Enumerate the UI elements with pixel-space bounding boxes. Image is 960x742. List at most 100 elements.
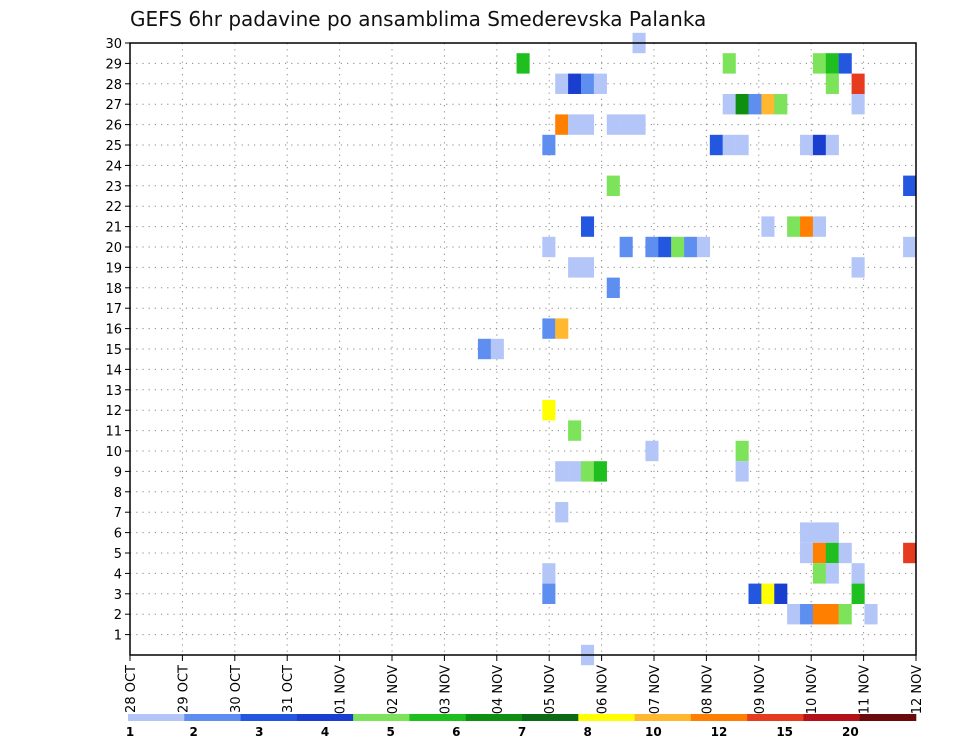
colorbar-swatch — [859, 714, 917, 721]
precip-cell — [812, 134, 827, 156]
y-tick-label: 25 — [105, 139, 122, 154]
x-tick-label: 30 OCT — [229, 665, 244, 713]
colorbar-swatch — [409, 714, 467, 721]
precip-cell — [645, 236, 659, 258]
y-tick-label: 18 — [105, 282, 122, 297]
precip-cell — [684, 236, 698, 258]
precip-cell — [838, 604, 852, 625]
y-tick-label: 14 — [105, 363, 122, 378]
precip-cell — [555, 318, 569, 339]
colorbar-swatch — [522, 714, 579, 721]
precip-cell — [542, 583, 556, 604]
x-tick-label: 03 NOV — [438, 665, 453, 714]
precip-cell — [696, 236, 711, 258]
precip-cell — [825, 542, 839, 564]
precip-cell — [555, 73, 569, 94]
colorbar-label: 8 — [583, 725, 591, 739]
y-tick-label: 8 — [114, 486, 122, 501]
x-axis: 28 OCT 29 OCT 30 OCT 31 OCT 01 NOV 02 NOV 03 N… — [124, 655, 925, 714]
precip-cell — [761, 216, 775, 237]
colorbar-label: 6 — [452, 725, 460, 739]
precip-cell — [851, 73, 865, 94]
precip-cell — [800, 216, 814, 237]
precip-cell — [800, 604, 814, 625]
precip-cell — [555, 502, 569, 523]
precip-cell — [812, 542, 827, 564]
precip-cell — [722, 53, 736, 74]
precip-cell — [812, 522, 827, 543]
precip-cell — [864, 604, 878, 625]
colorbar-label: 5 — [386, 725, 394, 739]
y-tick-label: 20 — [105, 241, 122, 256]
precip-cell — [735, 461, 749, 482]
precip-cell — [800, 522, 814, 543]
precip-cell — [568, 114, 582, 135]
y-tick-label: 28 — [105, 78, 122, 93]
colorbar-label: 7 — [518, 725, 526, 739]
precip-cell — [825, 53, 839, 74]
y-tick-label: 29 — [105, 57, 122, 72]
precip-cell — [568, 461, 582, 482]
precip-cell — [568, 257, 582, 278]
y-axis: 1234567891011121314151617181920212223242… — [105, 37, 130, 644]
y-tick-label: 5 — [114, 547, 122, 562]
precip-cell — [632, 114, 646, 135]
y-tick-label: 6 — [114, 527, 122, 542]
precip-cell — [516, 53, 530, 74]
colorbar-swatch — [578, 714, 635, 721]
precip-cell — [735, 440, 749, 462]
colorbar-label: 4 — [321, 725, 329, 739]
precip-cell — [825, 563, 839, 584]
precip-cell — [800, 134, 814, 156]
y-tick-label: 4 — [114, 567, 122, 582]
precip-cell — [709, 134, 723, 156]
precip-cell — [851, 563, 865, 584]
colorbar-label: 3 — [255, 725, 263, 739]
precip-cell — [838, 53, 852, 74]
x-tick-label: 05 NOV — [543, 665, 558, 714]
precip-cell — [812, 53, 827, 74]
precip-cell — [580, 114, 595, 135]
precip-cell — [477, 338, 491, 360]
precip-cell — [851, 257, 865, 278]
precip-cell — [903, 236, 917, 258]
y-tick-label: 23 — [105, 180, 122, 195]
x-tick-label: 07 NOV — [648, 665, 663, 714]
precip-cell — [825, 73, 839, 94]
x-tick-label: 09 NOV — [753, 665, 768, 714]
y-tick-label: 16 — [105, 323, 122, 338]
precip-cell — [825, 134, 839, 156]
precip-cell — [851, 583, 865, 604]
colorbar-swatch — [240, 714, 298, 721]
precip-cell — [787, 216, 801, 237]
precip-cell — [542, 236, 556, 258]
precip-cell — [774, 94, 788, 115]
x-tick-label: 12 NOV — [910, 665, 925, 714]
colorbar-swatch — [296, 714, 354, 721]
precip-cell — [568, 73, 582, 94]
y-tick-label: 9 — [114, 465, 122, 480]
precip-cell — [722, 94, 736, 115]
precip-cell — [580, 73, 595, 94]
precip-cell — [606, 114, 620, 135]
y-tick-label: 30 — [105, 37, 122, 52]
x-tick-label: 04 NOV — [491, 665, 506, 714]
y-tick-label: 12 — [105, 404, 122, 419]
precip-cell — [542, 134, 556, 156]
x-tick-label: 10 NOV — [805, 665, 820, 714]
precip-cell — [645, 440, 659, 462]
colorbar-swatch — [128, 714, 185, 721]
x-tick-label: 28 OCT — [124, 665, 139, 713]
precip-cell — [580, 216, 595, 237]
precip-cell — [774, 583, 788, 604]
precip-cell — [735, 134, 749, 156]
precip-cell — [761, 583, 775, 604]
y-tick-label: 13 — [105, 384, 122, 399]
y-tick-label: 3 — [114, 588, 122, 603]
y-tick-label: 26 — [105, 119, 122, 134]
precip-cell — [825, 604, 839, 625]
y-tick-label: 27 — [105, 98, 122, 113]
x-tick-label: 06 NOV — [596, 665, 611, 714]
precip-cell — [606, 175, 620, 196]
